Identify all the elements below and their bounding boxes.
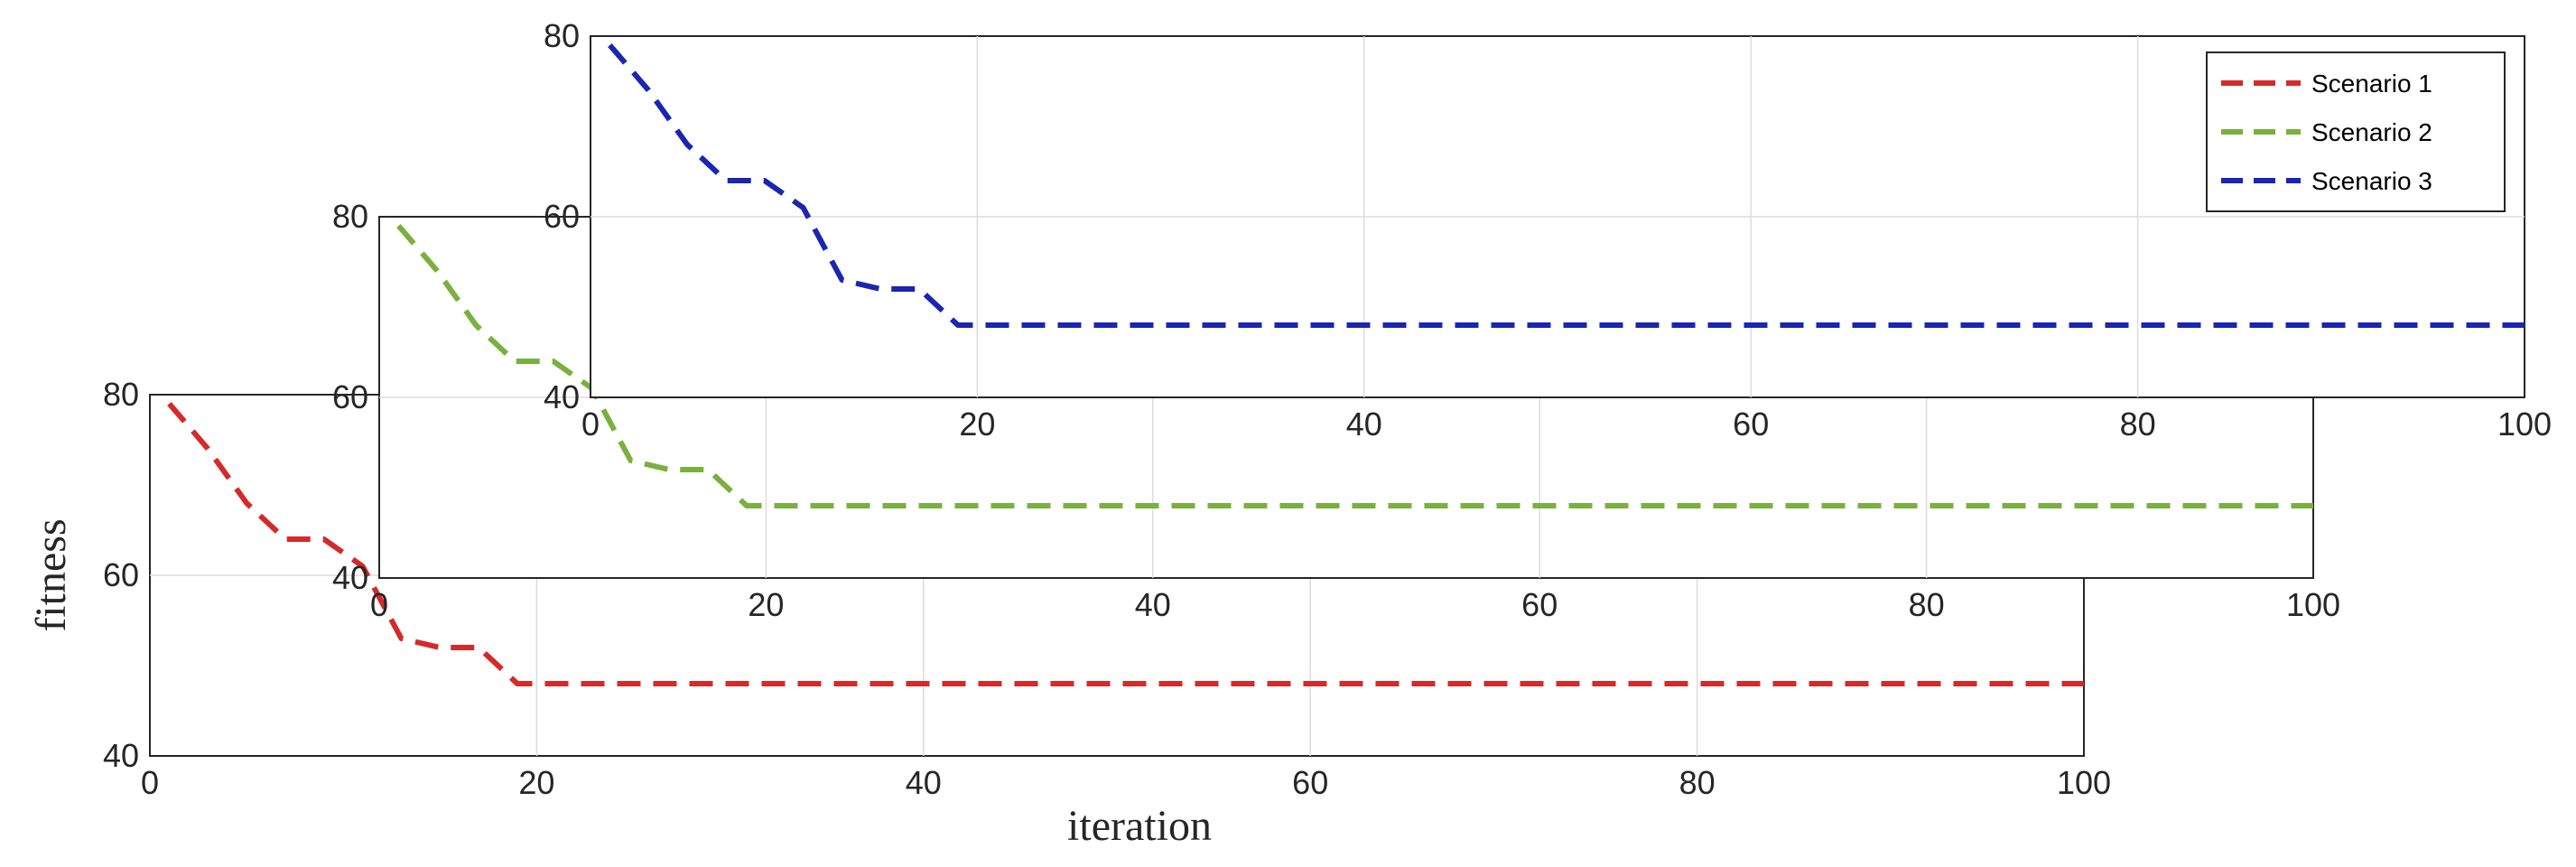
x-tick-label: 60 xyxy=(1733,406,1769,443)
legend-label-scenario-2: Scenario 2 xyxy=(2311,118,2432,146)
y-tick-label: 40 xyxy=(332,559,368,596)
x-tick-label: 20 xyxy=(959,406,995,443)
y-tick-label: 80 xyxy=(332,198,368,235)
y-tick-label: 60 xyxy=(332,378,368,415)
x-tick-label: 20 xyxy=(518,764,554,801)
x-tick-label: 100 xyxy=(2057,764,2111,801)
x-tick-label: 0 xyxy=(581,406,600,443)
x-tick-label: 40 xyxy=(1346,406,1382,443)
y-tick-label: 60 xyxy=(103,556,139,593)
x-tick-label: 100 xyxy=(2286,586,2340,623)
y-axis-label: fitness xyxy=(27,518,75,631)
legend-label-scenario-3: Scenario 3 xyxy=(2311,167,2432,195)
x-tick-label: 40 xyxy=(906,764,942,801)
legend: Scenario 1 Scenario 2 Scenario 3 xyxy=(2206,51,2506,212)
x-tick-label: 80 xyxy=(1679,764,1716,801)
series-line-scenario-1 xyxy=(167,402,2084,686)
series-line-scenario-3 xyxy=(608,43,2525,328)
y-tick-label: 80 xyxy=(103,376,139,413)
x-tick-label: 80 xyxy=(1909,586,1945,623)
x-tick-label: 80 xyxy=(2120,406,2156,443)
y-tick-label: 80 xyxy=(544,17,580,54)
x-tick-label: 0 xyxy=(141,764,159,801)
x-tick-label: 40 xyxy=(1135,586,1171,623)
x-tick-label: 60 xyxy=(1292,764,1328,801)
y-tick-label: 40 xyxy=(544,378,580,415)
series-line-scenario-2 xyxy=(396,224,2313,508)
x-tick-label: 0 xyxy=(370,586,388,623)
x-axis-label: iteration xyxy=(1067,802,1212,850)
legend-label-scenario-1: Scenario 1 xyxy=(2311,70,2432,98)
y-tick-label: 40 xyxy=(103,737,139,774)
x-tick-label: 60 xyxy=(1521,586,1558,623)
x-tick-label: 100 xyxy=(2497,406,2552,443)
x-tick-label: 20 xyxy=(748,586,784,623)
y-tick-label: 60 xyxy=(544,198,580,235)
panel-scenario-3: 0 20 40 60 80 100 40 60 80 xyxy=(544,17,2552,443)
